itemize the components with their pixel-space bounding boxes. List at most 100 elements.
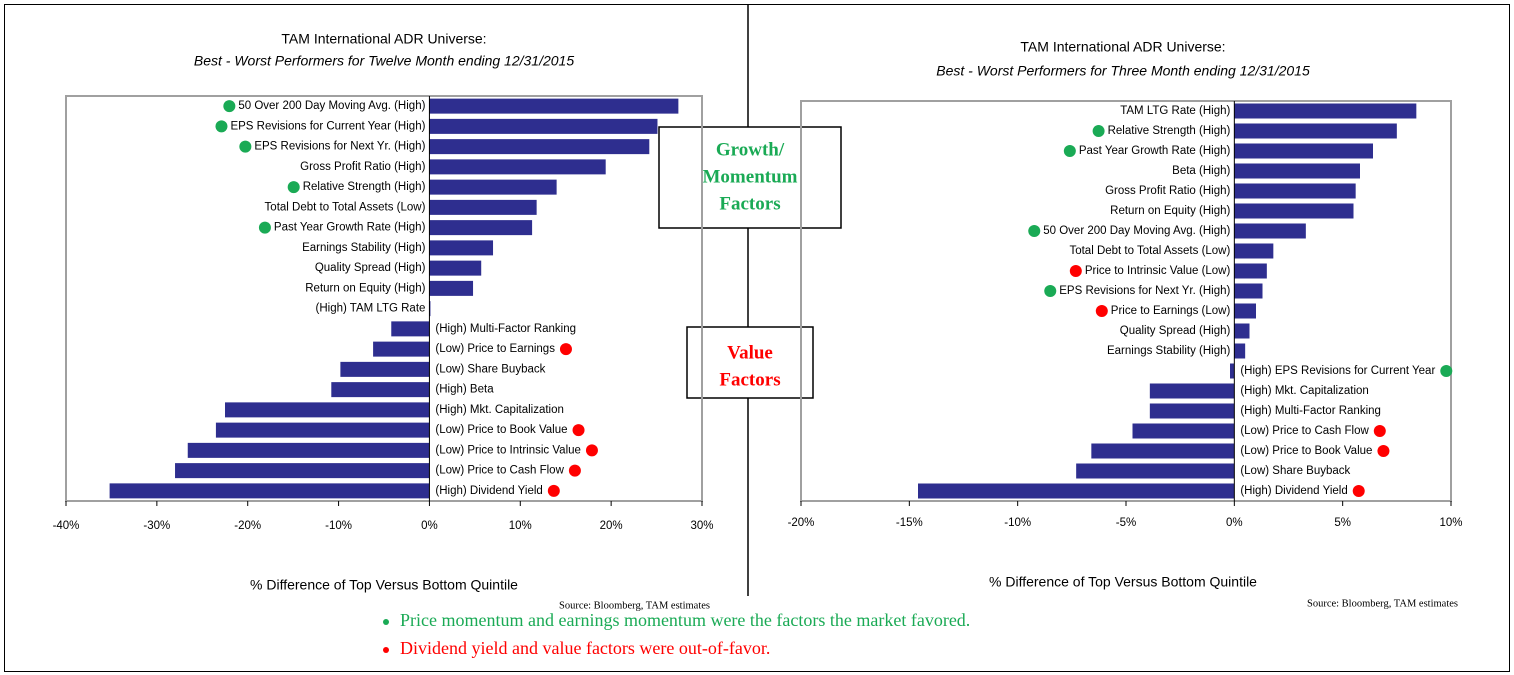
x-tick-label: -30% <box>143 520 170 532</box>
bar <box>1234 303 1256 319</box>
factor-marker <box>568 464 581 477</box>
bar <box>429 98 679 114</box>
bar <box>1234 263 1267 279</box>
factor-marker <box>1092 125 1105 137</box>
bar <box>429 280 474 296</box>
category-label: (High) Mkt. Capitalization <box>1240 385 1368 397</box>
value-label: Factors <box>719 369 780 390</box>
factor-marker <box>1352 485 1365 497</box>
bar <box>215 422 430 438</box>
note: Price momentum and earnings momentum wer… <box>400 610 970 630</box>
factor-marker <box>1095 305 1108 317</box>
chart-subtitle: Best - Worst Performers for Three Month … <box>936 63 1310 79</box>
category-label: EPS Revisions for Next Yr. (High) <box>1059 285 1230 297</box>
category-label: Price to Earnings (Low) <box>1111 305 1231 317</box>
bar <box>1234 123 1397 139</box>
x-tick-label: -40% <box>53 520 80 532</box>
bar <box>1234 203 1354 219</box>
bar <box>1091 443 1235 459</box>
bar <box>429 220 533 236</box>
bar <box>1234 223 1306 239</box>
bar <box>1234 103 1417 119</box>
bar <box>1076 463 1235 479</box>
bar <box>429 260 482 276</box>
bar <box>225 402 430 418</box>
category-label: (High) Multi-Factor Ranking <box>435 323 576 335</box>
bullet <box>383 647 389 653</box>
category-label: Return on Equity (High) <box>305 282 425 294</box>
factor-marker <box>1377 445 1390 457</box>
factor-marker <box>585 444 598 457</box>
category-label: (High) Dividend Yield <box>1240 485 1347 497</box>
factor-marker <box>1044 285 1057 297</box>
x-tick-label: 20% <box>600 520 623 532</box>
factor-marker <box>223 100 236 113</box>
category-label: EPS Revisions for Next Yr. (High) <box>254 141 425 153</box>
category-label: Past Year Growth Rate (High) <box>1079 145 1231 157</box>
growth-label: Factors <box>719 193 780 214</box>
bar <box>1234 323 1250 339</box>
x-tick-label: -10% <box>1004 517 1031 529</box>
x-tick-label: -15% <box>896 517 923 529</box>
category-label: (Low) Price to Earnings <box>435 343 555 355</box>
value-label: Value <box>727 342 773 363</box>
bar <box>1149 403 1235 419</box>
factor-marker <box>547 484 560 497</box>
category-label: 50 Over 200 Day Moving Avg. (High) <box>1043 225 1230 237</box>
category-label: (Low) Price to Book Value <box>1240 445 1372 457</box>
bar <box>175 463 430 479</box>
x-tick-label: 10% <box>509 520 532 532</box>
chart-title: TAM International ADR Universe: <box>1020 39 1225 55</box>
x-axis-title: % Difference of Top Versus Bottom Quinti… <box>250 577 518 593</box>
category-label: TAM LTG Rate (High) <box>1120 105 1230 117</box>
note: Dividend yield and value factors were ou… <box>400 638 770 658</box>
bar <box>429 199 537 215</box>
category-label: (Low) Share Buyback <box>1240 465 1350 477</box>
category-label: Earnings Stability (High) <box>1107 345 1231 357</box>
bar <box>1234 143 1373 159</box>
factor-marker <box>1373 425 1386 437</box>
category-label: (High) TAM LTG Rate <box>316 303 426 315</box>
source: Source: Bloomberg, TAM estimates <box>1307 598 1458 609</box>
x-tick-label: -20% <box>234 520 261 532</box>
category-label: (Low) Price to Intrinsic Value <box>435 444 581 456</box>
growth-label: Momentum <box>703 166 798 187</box>
factor-marker <box>1063 145 1076 157</box>
x-tick-label: 0% <box>1226 517 1243 529</box>
category-label: Quality Spread (High) <box>1120 325 1231 337</box>
bar <box>1132 423 1235 439</box>
category-label: Total Debt to Total Assets (Low) <box>1069 245 1230 257</box>
page-border <box>4 4 1510 672</box>
bar <box>1234 243 1274 259</box>
bar <box>1230 363 1235 379</box>
category-label: (Low) Price to Cash Flow <box>1240 425 1369 437</box>
bar <box>109 483 430 499</box>
category-label: (High) EPS Revisions for Current Year <box>1240 365 1435 377</box>
bar <box>918 483 1235 499</box>
source: Source: Bloomberg, TAM estimates <box>559 600 710 611</box>
factor-marker <box>215 120 228 133</box>
category-label: (Low) Price to Cash Flow <box>435 465 564 477</box>
factor-marker <box>1028 225 1041 237</box>
category-label: Total Debt to Total Assets (Low) <box>265 201 426 213</box>
factor-marker <box>258 221 271 234</box>
bar <box>1234 283 1263 299</box>
category-label: (High) Mkt. Capitalization <box>435 404 563 416</box>
x-tick-label: -5% <box>1116 517 1136 529</box>
factor-marker <box>1069 265 1082 277</box>
category-label: (High) Dividend Yield <box>435 485 542 497</box>
x-axis-title: % Difference of Top Versus Bottom Quinti… <box>989 574 1257 590</box>
bar <box>187 442 430 458</box>
bar <box>340 361 430 377</box>
category-label: Earnings Stability (High) <box>302 242 426 254</box>
bar <box>373 341 430 357</box>
bar <box>1234 183 1356 199</box>
category-label: (Low) Share Buyback <box>435 363 545 375</box>
bar <box>429 240 494 256</box>
bar <box>1149 383 1235 399</box>
category-label: Relative Strength (High) <box>1108 125 1231 137</box>
category-label: EPS Revisions for Current Year (High) <box>230 120 425 132</box>
plot-frame <box>800 100 1452 502</box>
value-box <box>686 326 814 399</box>
